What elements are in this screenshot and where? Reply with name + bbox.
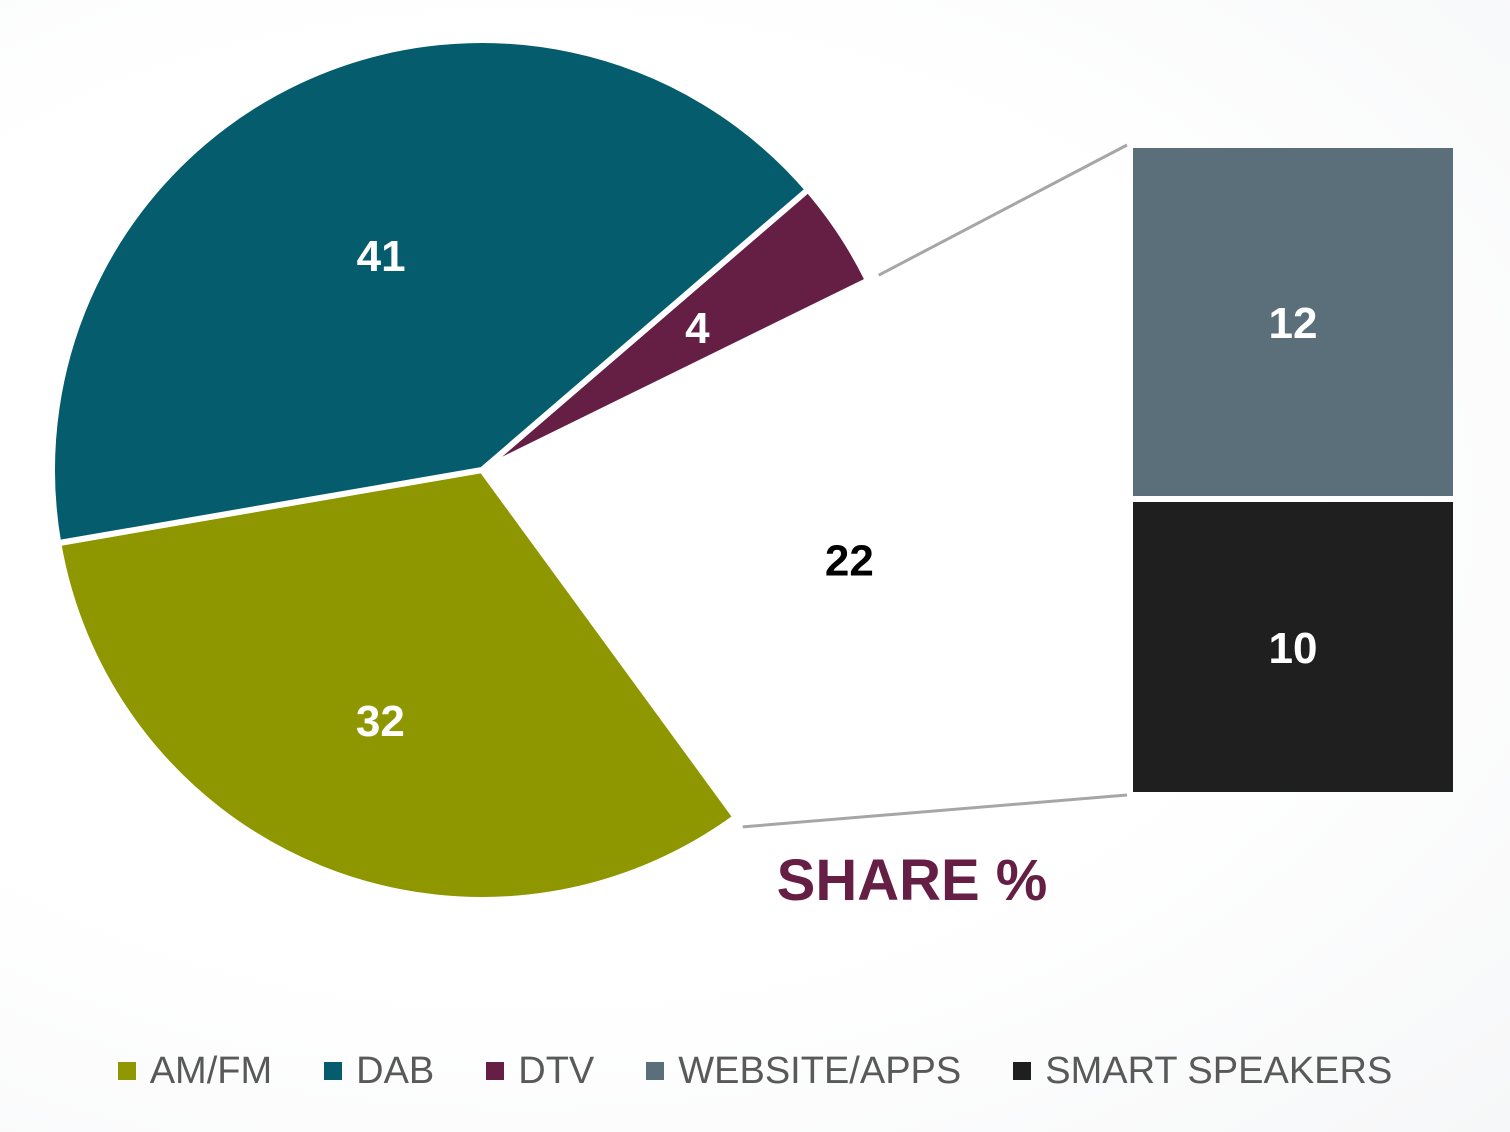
legend-item-smart-speakers: SMART SPEAKERS [1013,1050,1392,1093]
data-label-dab: 41 [357,232,406,281]
connector-line-bottom [742,793,1128,829]
legend-label: DTV [518,1049,595,1092]
data-label-website-apps: 12 [1269,299,1318,348]
bar-segment-smart-speakers [1133,502,1453,792]
legend-swatch [117,1062,136,1080]
data-label-dtv: 4 [685,304,710,353]
legend-swatch [324,1062,343,1080]
data-label-smart-speakers: 10 [1269,624,1318,673]
data-label-other: 22 [825,537,874,586]
legend: AM/FM DAB DTV WEBSITE/APPS SMART SPEAKERS [0,1046,1510,1096]
legend-swatch [1013,1062,1032,1080]
legend-label: AM/FM [149,1049,273,1092]
legend-label: DAB [356,1049,435,1092]
legend-item-dtv: DTV [486,1050,594,1093]
legend-item-am-fm: AM/FM [117,1049,273,1093]
legend-item-dab: DAB [324,1050,434,1093]
bar-segment-website-apps [1133,148,1453,496]
connector-line-top [878,143,1128,277]
legend-swatch [486,1062,505,1080]
secondary-bar [1133,148,1453,792]
legend-label: WEBSITE/APPS [678,1049,962,1092]
data-labels: 4 22 32 41 12 10 [356,232,1318,746]
connector-lines [742,143,1128,829]
pie-slice-other [482,280,913,818]
legend-label: SMART SPEAKERS [1045,1049,1393,1092]
legend-item-website-apps: WEBSITE/APPS [646,1050,961,1093]
pie-slice-dab [49,37,811,547]
chart-title: SHARE % [777,848,1048,913]
pie-slice-am-fm [55,467,739,903]
legend-swatch [646,1062,665,1080]
data-label-am-fm: 32 [356,697,405,746]
pie-group [49,37,913,903]
